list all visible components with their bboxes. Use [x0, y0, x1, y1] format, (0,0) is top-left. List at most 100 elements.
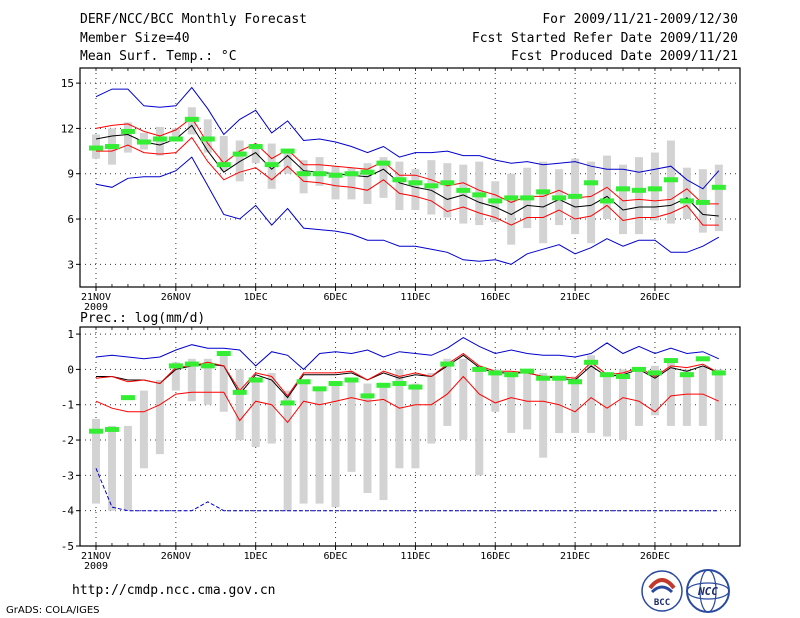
- temp-ytick-label: 6: [67, 213, 74, 226]
- temp-reference-mark: [408, 180, 423, 186]
- temp-xtick-label: 6DEC: [324, 292, 348, 303]
- temp-ytick-label: 9: [67, 168, 74, 181]
- precip-reference-mark: [488, 370, 503, 376]
- temp-reference-mark: [536, 189, 551, 195]
- precip-range-box: [315, 387, 324, 504]
- precip-xtick-label: 1DEC: [244, 551, 268, 562]
- temp-reference-mark: [184, 116, 199, 122]
- temp-year-label: 2009: [84, 302, 108, 313]
- temp-frame: [79, 67, 741, 288]
- precip-reference-mark: [168, 363, 183, 369]
- grads-credit: GrADS: COLA/IGES: [6, 605, 100, 616]
- variable-label: Mean Surf. Temp.: °C: [80, 49, 237, 64]
- precip-reference-mark: [280, 400, 295, 406]
- precip-xtick-label: 16DEC: [480, 551, 510, 562]
- precip-xtick-label: 21NOV: [81, 551, 111, 562]
- temp-reference-mark: [679, 198, 694, 204]
- precip-xtick-label: 11DEC: [400, 551, 430, 562]
- temp-range-box: [123, 122, 132, 153]
- precip-reference-mark: [392, 381, 407, 387]
- precip-reference-mark: [679, 372, 694, 378]
- precip-range-box: [619, 369, 628, 441]
- temp-range-box: [459, 164, 468, 224]
- precip-reference-mark: [616, 373, 631, 379]
- temp-range-box: [235, 140, 244, 182]
- precip-series-lower_band: [95, 375, 720, 424]
- precip-range-box: [92, 418, 100, 504]
- temp-ytick-label: 15: [61, 77, 74, 90]
- precip-reference-mark: [631, 366, 646, 372]
- precip-xtick-label: 21DEC: [560, 551, 590, 562]
- temp-reference-mark: [296, 171, 311, 177]
- precip-ytick-label: -4: [61, 505, 75, 518]
- temp-reference-mark: [695, 199, 710, 205]
- temp-reference-mark: [104, 144, 119, 150]
- temp-reference-mark: [216, 162, 231, 168]
- fcst-produced-date: Fcst Produced Date 2009/11/21: [511, 49, 738, 64]
- precip-reference-mark: [328, 381, 343, 387]
- temp-panel: 3 6 9 12 15 21NOV 26NOV 1DEC 6DEC 11DEC 16DEC 21DEC…: [61, 67, 741, 313]
- precip-variable-label: Prec.: log(mm/d): [80, 311, 206, 326]
- temp-reference-mark: [344, 171, 359, 177]
- precip-reference-mark: [520, 368, 535, 374]
- temp-reference-mark: [600, 198, 615, 204]
- precip-range-box: [107, 425, 116, 511]
- precip-range-box: [379, 387, 388, 501]
- temp-range-box: [411, 169, 420, 210]
- precip-reference-mark: [647, 370, 662, 376]
- temp-xtick-label: 16DEC: [480, 292, 510, 303]
- temp-xtick-label: 21NOV: [81, 292, 111, 303]
- precip-series-ensemble_mean: [96, 354, 720, 399]
- temp-reference-mark: [360, 169, 375, 175]
- temp-reference-mark: [232, 151, 247, 157]
- temp-reference-mark: [584, 180, 599, 186]
- precip-reference-mark: [695, 356, 710, 362]
- temp-range-box: [682, 167, 691, 220]
- ncc-logo: NCC: [686, 569, 730, 613]
- precip-reference-mark: [232, 389, 247, 395]
- precip-range-box: [283, 390, 292, 511]
- temp-reference-mark: [264, 162, 279, 168]
- precip-range-box: [666, 358, 675, 426]
- fcst-started-date: Fcst Started Refer Date 2009/11/20: [471, 31, 738, 46]
- temp-xtick-label: 26NOV: [161, 292, 191, 303]
- precip-range-box: [251, 379, 260, 448]
- precip-reference-mark: [600, 372, 615, 378]
- temp-reference-mark: [456, 187, 471, 193]
- precip-reference-mark: [408, 384, 423, 390]
- precip-range-box: [363, 383, 372, 494]
- precip-range-box: [155, 379, 164, 455]
- precip-reference-mark: [89, 428, 103, 434]
- precip-range-box: [171, 362, 180, 391]
- temp-reference-mark: [152, 136, 167, 142]
- temp-range-box: [283, 149, 292, 174]
- forecast-period: For 2009/11/21-2009/12/30: [542, 12, 738, 27]
- precip-range-box: [443, 358, 452, 426]
- source-url[interactable]: http://cmdp.ncc.cma.gov.cn: [72, 583, 276, 598]
- temp-series-ensemble_max: [95, 86, 720, 190]
- temp-reference-mark: [504, 195, 519, 201]
- precip-reference-mark: [104, 426, 119, 432]
- temp-ytick-label: 12: [61, 122, 74, 135]
- temp-reference-mark: [200, 136, 215, 142]
- temp-range-box: [539, 161, 548, 244]
- precip-range-box: [219, 351, 228, 412]
- precip-ytick-label: -3: [61, 469, 74, 482]
- precip-ytick-label: 0: [67, 363, 74, 376]
- temp-reference-mark: [376, 160, 391, 166]
- temp-range-box: [203, 119, 212, 153]
- precip-reference-mark: [296, 379, 311, 385]
- temp-reference-mark: [552, 195, 567, 201]
- temp-range-box: [379, 157, 388, 198]
- precip-ytick-label: -5: [61, 540, 74, 553]
- temp-xtick-label: 1DEC: [244, 292, 268, 303]
- temp-reference-mark: [328, 172, 343, 178]
- precip-range-box: [571, 376, 580, 433]
- temp-series-upper_band: [95, 117, 719, 205]
- precip-xtick-label: 26NOV: [161, 551, 191, 562]
- temp-reference-mark: [568, 193, 583, 199]
- temp-xtick-label: 26DEC: [640, 292, 670, 303]
- temp-xtick-label: 21DEC: [560, 292, 590, 303]
- temp-range-box: [299, 160, 308, 194]
